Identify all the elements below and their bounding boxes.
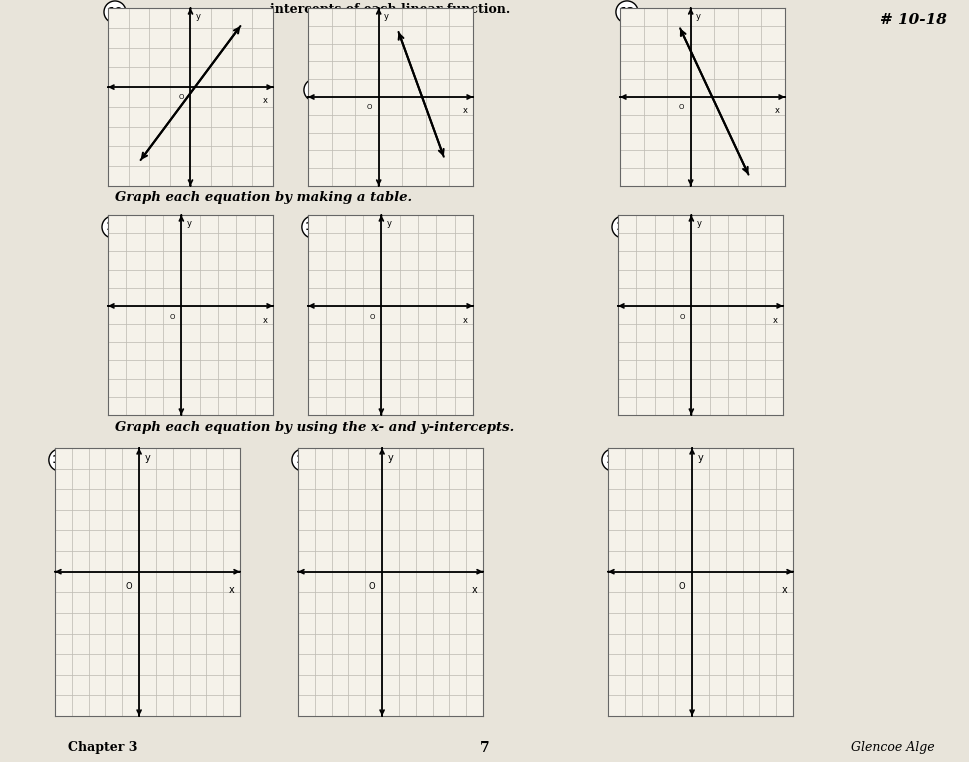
Text: 16: 16 [52,455,68,465]
Text: 12: 12 [618,7,634,17]
Text: O: O [677,582,684,591]
Text: 7: 7 [480,741,489,755]
Text: y: y [696,219,701,228]
Text: O: O [678,104,683,110]
Text: y = 4: y = 4 [130,220,164,233]
Text: y: y [386,219,391,228]
Text: O: O [366,104,372,110]
Text: # 10-18: # 10-18 [879,13,946,27]
Text: O: O [367,582,374,591]
Text: Graph each equation by using the x- and y-intercepts.: Graph each equation by using the x- and … [115,421,514,434]
Text: 13: 13 [106,222,120,232]
Text: x - y = 3: x - y = 3 [77,453,130,466]
Text: x: x [772,316,777,325]
Text: y: y [186,219,191,228]
Text: Glencoe Alge: Glencoe Alge [851,741,934,754]
Text: y: y [384,11,389,21]
Text: x: x [263,96,267,105]
Text: x: x [471,585,477,595]
Text: Chapter 3: Chapter 3 [68,741,138,754]
Text: O: O [170,314,174,320]
Text: 15: 15 [614,222,630,232]
Text: 11: 11 [307,85,323,95]
Text: 14: 14 [305,222,321,232]
Text: 4x = 2y + 6: 4x = 2y + 6 [629,453,704,466]
Text: intercepts of each linear function.: intercepts of each linear function. [269,4,510,17]
Text: y: y [144,453,150,463]
Text: y: y [695,11,700,21]
Text: Graph each equation by making a table.: Graph each equation by making a table. [115,191,412,204]
Text: 17: 17 [295,455,310,465]
Text: O: O [125,582,132,591]
Text: x: x [229,585,234,595]
Text: x: x [462,106,468,115]
Text: 10: 10 [108,7,122,17]
Text: O: O [178,94,184,101]
Text: y = 3x: y = 3x [329,220,370,233]
Text: O: O [369,314,374,320]
Text: O: O [678,314,684,320]
Text: y: y [697,453,703,463]
Text: y: y [195,11,201,21]
Text: x: x [781,585,787,595]
Text: 18: 18 [605,455,620,465]
Text: x: x [263,316,267,325]
Text: x: x [462,316,468,325]
Text: x: x [774,106,779,115]
Text: y: y [388,453,393,463]
Text: y = x + 4: y = x + 4 [640,220,699,233]
Text: 10x = -5y: 10x = -5y [320,453,381,466]
